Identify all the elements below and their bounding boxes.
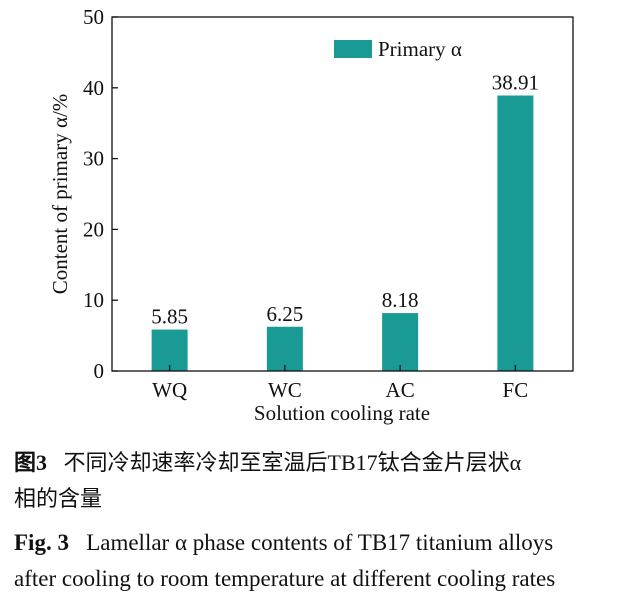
plot-frame	[111, 16, 574, 372]
y-tick-label: 0	[94, 359, 105, 383]
y-tick-label: 20	[83, 217, 104, 241]
legend-label: Primary α	[378, 37, 462, 61]
caption-cn-label: 图3	[14, 450, 48, 475]
x-tick-label: WC	[268, 378, 302, 402]
caption-en-line2: after cooling to room temperature at dif…	[14, 566, 556, 591]
caption-en-label: Fig. 3	[14, 530, 69, 555]
caption-cn-line1: 图3 不同冷却速率冷却至室温后TB17钛合金片层状α	[14, 450, 521, 476]
y-tick-label: 40	[83, 76, 104, 100]
data-label: 6.25	[267, 302, 304, 326]
bar-ac	[382, 313, 419, 371]
y-tick-label: 50	[83, 5, 104, 29]
bar-wc	[266, 326, 303, 371]
caption-cn-text: 不同冷却速率冷却至室温后TB17钛合金片层状α	[63, 450, 522, 475]
x-tick-label: WQ	[152, 378, 187, 402]
data-label: 5.85	[151, 305, 188, 329]
legend: Primary α	[334, 37, 462, 61]
bar-fc	[497, 95, 534, 371]
bar-wq	[151, 329, 188, 371]
caption-en-line1: Fig. 3 Lamellar α phase contents of TB17…	[14, 530, 553, 556]
data-label: 8.18	[382, 288, 419, 312]
caption-cn-line2: 相的含量	[14, 486, 103, 511]
caption-en-text: Lamellar α phase contents of TB17 titani…	[86, 530, 554, 555]
y-tick-label: 30	[83, 147, 104, 171]
x-tick-label: AC	[386, 378, 415, 402]
data-label: 38.91	[492, 71, 539, 95]
bar-chart: 5.85 6.25 8.18 38.91 0 10 20 30 40 50 WQ WC AC FC P…	[48, 5, 574, 425]
y-tick-label: 10	[83, 288, 104, 312]
y-axis-label: Content of primary α/%	[48, 94, 72, 295]
legend-swatch	[334, 40, 372, 58]
x-axis-label: Solution cooling rate	[254, 401, 430, 425]
x-tick-label: FC	[503, 378, 529, 402]
